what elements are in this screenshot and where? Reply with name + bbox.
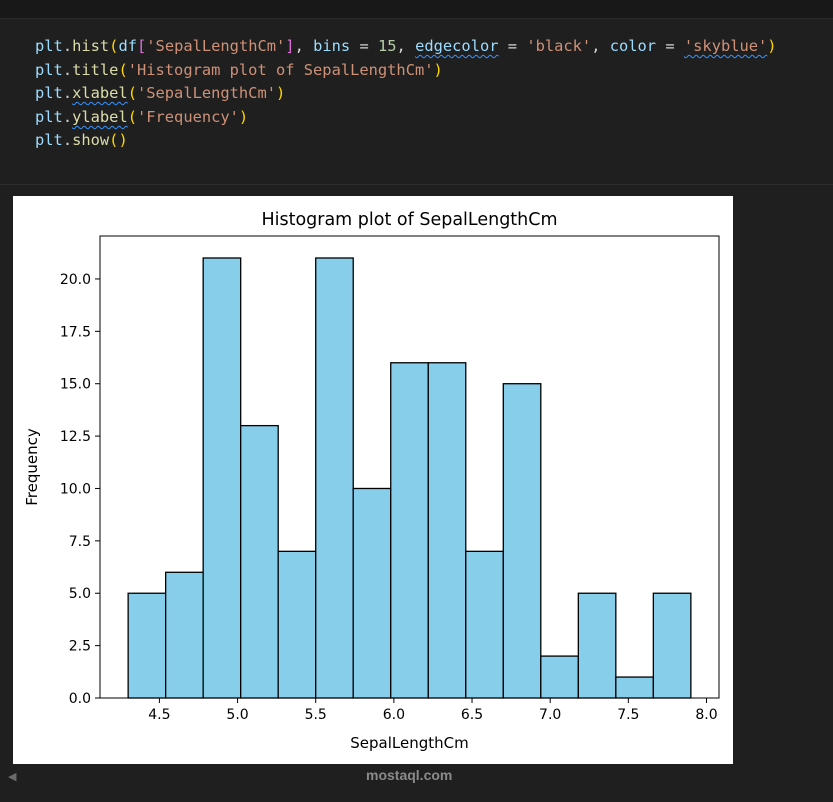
- x-tick-label: 5.0: [226, 707, 248, 723]
- histogram-bar: [577, 592, 617, 699]
- code-token: df: [118, 37, 137, 55]
- y-tick-label: 12.5: [60, 429, 91, 445]
- code-line[interactable]: plt.title('Histogram plot of SepalLength…: [35, 59, 777, 83]
- code-token: 'skyblue': [683, 37, 768, 55]
- histogram-bar: [502, 383, 542, 699]
- code-token: show: [72, 131, 110, 150]
- y-tick-label: 0.0: [69, 691, 91, 707]
- histogram-bar: [127, 592, 167, 699]
- code-token: .: [62, 60, 73, 79]
- histogram-chart: 4.5 5.0 5.5 6.0 6.5 7.0 7.5 8.0 0.0 2.5 5.0 7.5 10.0…: [23, 210, 720, 752]
- x-tick-label: 6.5: [461, 707, 483, 723]
- code-token: 15: [378, 37, 397, 55]
- code-token: plt: [35, 37, 63, 55]
- watermark: mostaql.com: [366, 767, 453, 783]
- code-token: .: [62, 107, 73, 126]
- code-token: (: [127, 84, 137, 103]
- code-token: (: [118, 60, 128, 79]
- code-token: ,: [396, 37, 416, 55]
- code-line[interactable]: plt.xlabel('SepalLengthCm'): [35, 82, 777, 106]
- y-axis-label: Frequency: [23, 428, 41, 506]
- code-token: ): [275, 84, 286, 103]
- code-token: (): [109, 131, 128, 150]
- histogram-bar: [202, 257, 242, 699]
- code-line[interactable]: plt.hist(df['SepalLengthCm'], bins = 15,…: [35, 35, 777, 59]
- code-cell[interactable]: plt.hist(df['SepalLengthCm'], bins = 15,…: [0, 19, 833, 185]
- code-token: 'Frequency': [136, 107, 239, 126]
- histogram-bar: [315, 257, 354, 699]
- code-token: ]: [285, 37, 295, 55]
- code-token: ylabel: [72, 107, 128, 126]
- code-token: .: [62, 131, 73, 150]
- code-token: =: [656, 37, 684, 55]
- histogram-bar: [352, 487, 392, 699]
- x-tick-label: 5.5: [305, 707, 327, 723]
- code-token: =: [498, 37, 527, 55]
- histogram-bar: [465, 550, 504, 699]
- code-token: (: [109, 37, 119, 55]
- x-axis-label: SepalLengthCm: [350, 734, 468, 752]
- code-token: hist: [72, 37, 110, 55]
- histogram-bar: [277, 550, 317, 699]
- y-tick-label: 5.0: [69, 586, 91, 602]
- code-token: bins: [313, 37, 351, 55]
- x-tick-label: 7.0: [539, 707, 561, 723]
- code-token: [: [137, 37, 147, 55]
- y-tick-label: 20.0: [60, 272, 91, 288]
- histogram-bar: [390, 362, 429, 699]
- code-token: plt: [35, 131, 63, 150]
- histogram-bar: [240, 424, 279, 699]
- code-line[interactable]: plt.show(): [35, 129, 777, 153]
- histogram-bar: [540, 655, 579, 699]
- y-tick-label: 2.5: [69, 639, 91, 655]
- code-token: edgecolor: [415, 37, 499, 55]
- plot-frame: [99, 235, 720, 699]
- code-token: 'black': [526, 37, 592, 55]
- code-token: xlabel: [72, 84, 128, 103]
- code-token: 'SepalLengthCm': [136, 84, 276, 103]
- y-tick-label: 10.0: [60, 481, 91, 497]
- x-tick-label: 7.5: [617, 707, 639, 723]
- editor-top-strip: [0, 0, 833, 19]
- code-token: .: [62, 84, 73, 103]
- histogram-bar: [615, 676, 654, 699]
- code-token: plt: [35, 107, 63, 126]
- x-tick-label: 4.5: [148, 707, 170, 723]
- code-token: ,: [294, 37, 314, 55]
- code-token: .: [62, 37, 73, 55]
- code-token: (: [127, 107, 137, 126]
- triangle-left-icon[interactable]: ◀: [8, 770, 17, 783]
- code-token: ): [433, 60, 443, 79]
- x-tick-label: 8.0: [695, 707, 717, 723]
- y-tick-label: 15.0: [60, 377, 91, 393]
- code-token: title: [72, 60, 119, 79]
- code-token: ): [238, 107, 249, 126]
- code-editor[interactable]: plt.hist(df['SepalLengthCm'], bins = 15,…: [35, 35, 777, 153]
- code-token: =: [350, 37, 378, 55]
- y-tick-label: 17.5: [60, 324, 91, 340]
- code-token: 'Histogram plot of SepalLengthCm': [127, 60, 434, 79]
- code-token: ): [767, 37, 777, 55]
- histogram-bar: [165, 571, 204, 699]
- y-tick-label: 7.5: [69, 534, 91, 550]
- code-token: plt: [35, 84, 63, 103]
- code-token: ,: [591, 37, 610, 55]
- histogram-bar: [427, 362, 467, 699]
- code-line[interactable]: plt.ylabel('Frequency'): [35, 106, 777, 130]
- code-token: 'SepalLengthCm': [146, 37, 286, 55]
- histogram-plot-image: 4.5 5.0 5.5 6.0 6.5 7.0 7.5 8.0 0.0 2.5 5.0 7.5 10.0…: [13, 196, 733, 764]
- code-token: plt: [35, 60, 63, 79]
- x-tick-label: 6.0: [383, 707, 405, 723]
- chart-title: Histogram plot of SepalLengthCm: [261, 210, 557, 230]
- histogram-bar: [652, 592, 692, 699]
- code-token: color: [609, 37, 657, 55]
